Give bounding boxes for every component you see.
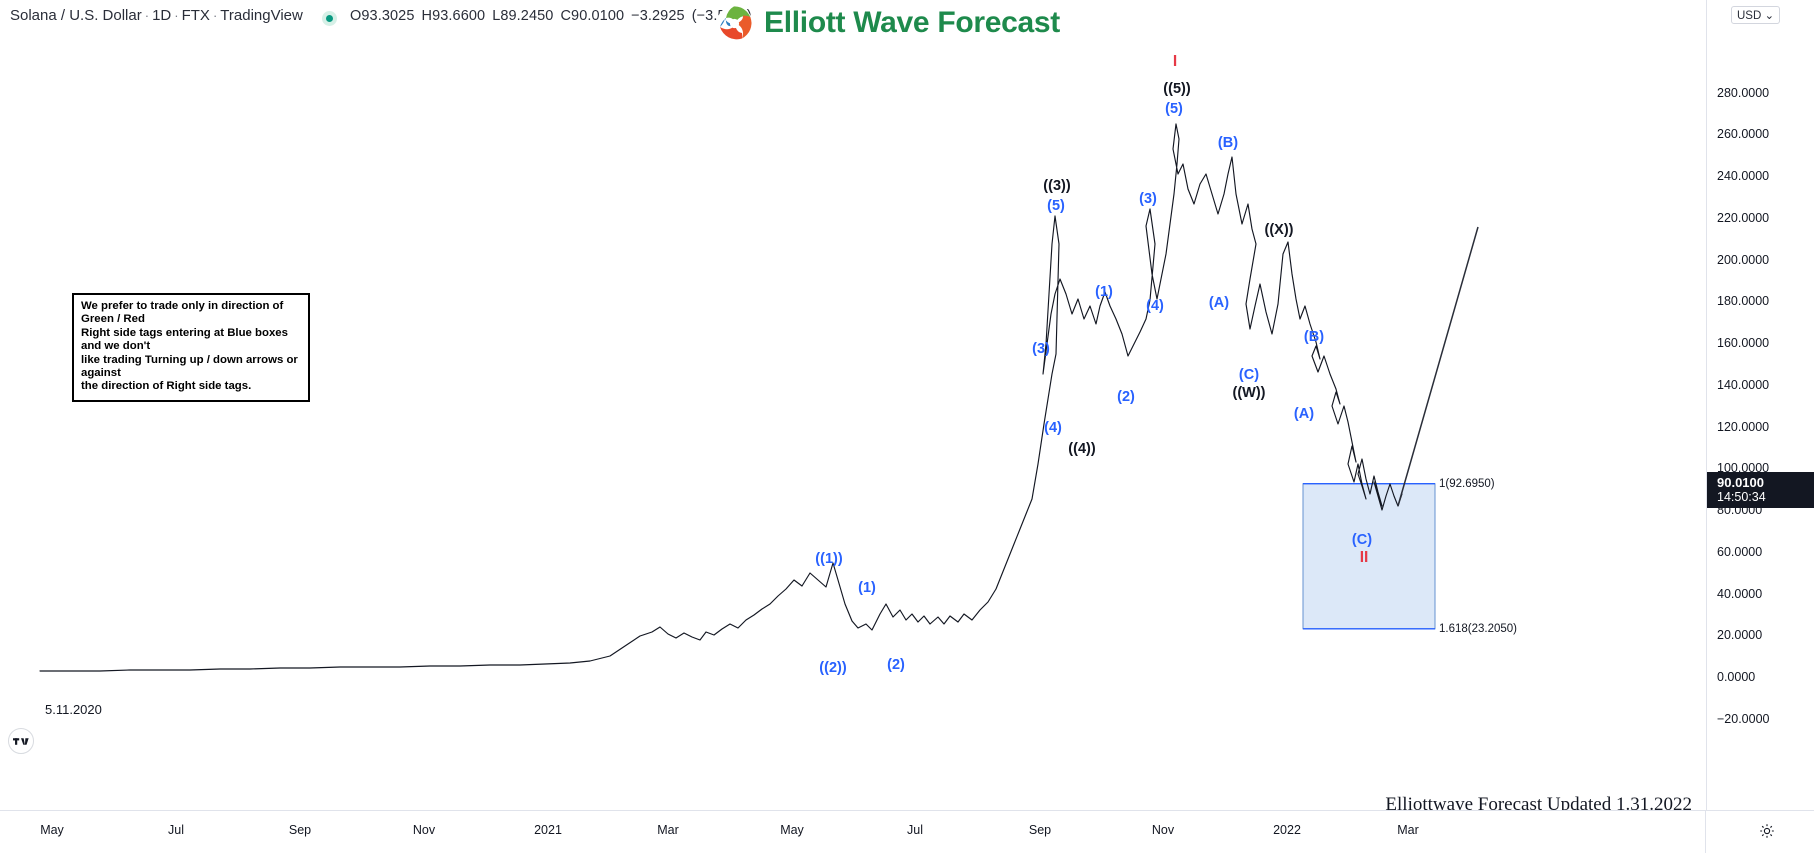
wave-label: II: [1359, 549, 1369, 566]
ohlc-values: O93.3025H93.6600L89.2450C90.0100−3.2925(…: [350, 8, 759, 24]
wave-label: (3): [1032, 341, 1050, 357]
currency-label: USD: [1737, 10, 1762, 22]
price-tick: 200.0000: [1717, 252, 1770, 267]
wave-label: ((5)): [1163, 81, 1191, 97]
price-tick: 40.0000: [1717, 586, 1763, 601]
sep-1: ·: [144, 8, 150, 23]
updated-watermark: Elliottwave Forecast Updated 1.31.2022: [1385, 794, 1692, 815]
wave-label: (5): [1047, 198, 1065, 214]
time-scale-divider: [1705, 810, 1706, 853]
chevron-down-icon: ⌄: [1764, 10, 1775, 22]
exchange-label[interactable]: FTX: [181, 7, 210, 24]
wave-label: (5): [1165, 101, 1183, 117]
symbol-name[interactable]: Solana / U.S. Dollar: [10, 7, 142, 24]
wave-label: (A): [1208, 295, 1230, 311]
wave-label: (1): [858, 580, 876, 596]
price-tick: 140.0000: [1717, 377, 1770, 392]
price-tick: 260.0000: [1717, 127, 1770, 142]
sep-2: ·: [174, 8, 179, 23]
brand-logo: Elliott Wave Forecast: [716, 3, 1060, 43]
time-tick: Sep: [1028, 823, 1052, 837]
wave-label: ((2)): [819, 660, 847, 676]
wave-label: (4): [1044, 420, 1062, 436]
wave-label: (2): [1117, 389, 1135, 405]
ohlc-change: −3.2925: [631, 8, 685, 24]
time-tick: May: [40, 823, 64, 837]
fib-blue-box: [1302, 483, 1436, 630]
price-tick: 220.0000: [1717, 210, 1770, 225]
ohlc-close: C90.0100: [560, 8, 625, 24]
series-start-date: 5.11.2020: [45, 702, 102, 717]
wave-label: (B): [1217, 135, 1239, 151]
chart-header: Solana / U.S. Dollar · 1D · FTX · TradingView …: [0, 0, 1814, 44]
price-tick: 120.0000: [1717, 419, 1770, 434]
source-label: TradingView: [220, 7, 303, 24]
wave-label: (1): [1095, 284, 1113, 300]
time-tick: Jul: [168, 823, 184, 837]
price-line: [39, 123, 1403, 672]
price-tick: 20.0000: [1717, 628, 1763, 643]
price-tick: 160.0000: [1717, 336, 1770, 351]
trend-projection-line: [1397, 226, 1479, 507]
time-tick: Jul: [907, 823, 923, 837]
price-series-svg: [39, 123, 1479, 672]
wave-label: (C): [1238, 367, 1260, 383]
ohlc-low: L89.2450: [492, 8, 554, 24]
chart-plot-area[interactable]: We prefer to trade only in direction of …: [0, 44, 1706, 815]
wave-label: ((4)): [1068, 441, 1096, 457]
wave-label: ((3)): [1043, 178, 1071, 194]
ohlc-open: O93.3025: [350, 8, 415, 24]
wave-label: (C): [1351, 532, 1373, 548]
wave-label: ((W)): [1232, 385, 1266, 401]
note-line-1: Right side tags entering at Blue boxes a…: [81, 326, 288, 353]
currency-selector[interactable]: USD ⌄: [1731, 6, 1781, 24]
settings-gear-icon[interactable]: [1757, 821, 1777, 841]
note-line-0: We prefer to trade only in direction of …: [81, 300, 284, 326]
wave-label: I: [1172, 53, 1178, 70]
time-tick: Mar: [1397, 823, 1419, 837]
price-tick: 100.0000: [1717, 461, 1770, 476]
price-tick: 0.0000: [1717, 670, 1756, 685]
time-tick: 2022: [1273, 823, 1301, 837]
sep-3: ·: [212, 8, 218, 23]
wave-label: (B): [1303, 329, 1325, 345]
brand-name: Elliott Wave Forecast: [764, 6, 1061, 39]
symbol-info-line: Solana / U.S. Dollar · 1D · FTX · TradingView: [10, 7, 303, 24]
time-tick: May: [780, 823, 804, 837]
current-price-time: 14:50:34: [1717, 490, 1766, 505]
time-tick: Nov: [1151, 823, 1175, 837]
wave-label: ((X)): [1264, 222, 1294, 238]
trading-note-box: We prefer to trade only in direction of …: [72, 293, 310, 402]
interval-label[interactable]: 1D: [152, 7, 172, 24]
wave-label: (2): [887, 657, 905, 673]
elliott-wave-swirl-icon: [716, 5, 753, 42]
time-tick: Sep: [288, 823, 312, 837]
current-price-badge: 90.0100 14:50:34: [1707, 472, 1814, 509]
fib-lower-label: 1.618(23.2050): [1439, 622, 1518, 635]
time-tick: Mar: [657, 823, 679, 837]
wave-label: (A): [1293, 406, 1315, 422]
price-tick: 240.0000: [1717, 169, 1770, 184]
ohlc-high: H93.6600: [421, 8, 486, 24]
wave-label: ((1)): [815, 551, 843, 567]
time-tick: Nov: [412, 823, 436, 837]
note-line-2: like trading Turning up / down arrows or…: [81, 353, 298, 380]
note-line-3: the direction of Right side tags.: [81, 380, 252, 393]
price-tick: 280.0000: [1717, 85, 1770, 100]
connection-dot-icon: [322, 11, 337, 26]
time-scale[interactable]: May Jul Sep Nov 2021 Mar May Jul Sep Nov 2022 Mar: [0, 810, 1814, 853]
wave-label: (4): [1146, 298, 1164, 314]
tradingview-logo-icon[interactable]: [8, 728, 34, 754]
price-scale[interactable]: USD ⌄ 280.0000 260.0000 240.0000 220.0000 20…: [1706, 0, 1814, 810]
wave-label: (3): [1139, 191, 1157, 207]
fib-upper-label: 1(92.6950): [1439, 477, 1495, 490]
price-tick: 180.0000: [1717, 294, 1770, 309]
price-tick: 60.0000: [1717, 544, 1763, 559]
price-tick: −20.0000: [1717, 712, 1770, 726]
current-price-value: 90.0100: [1717, 475, 1764, 491]
time-tick: 2021: [534, 823, 562, 837]
